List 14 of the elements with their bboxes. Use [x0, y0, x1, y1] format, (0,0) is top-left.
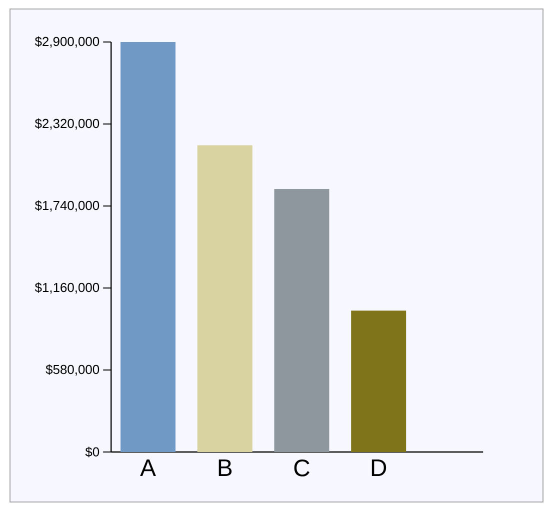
- x-tick-label: D: [372, 460, 386, 476]
- bar: [351, 310, 406, 452]
- y-tick-label: $2,320,000: [34, 118, 100, 130]
- y-tick-label: $2,900,000: [34, 36, 100, 48]
- bar: [274, 189, 330, 452]
- x-tick-label: B: [218, 460, 232, 476]
- y-tick-label: $580,000: [46, 364, 100, 376]
- bar: [197, 145, 252, 452]
- y-tick-label: $1,740,000: [34, 200, 100, 212]
- x-tick-label: A: [140, 460, 156, 476]
- x-tick-label: C: [294, 460, 310, 476]
- y-tick-label: $1,160,000: [34, 282, 100, 294]
- bar: [120, 42, 176, 452]
- y-tick-label: $0: [85, 446, 100, 458]
